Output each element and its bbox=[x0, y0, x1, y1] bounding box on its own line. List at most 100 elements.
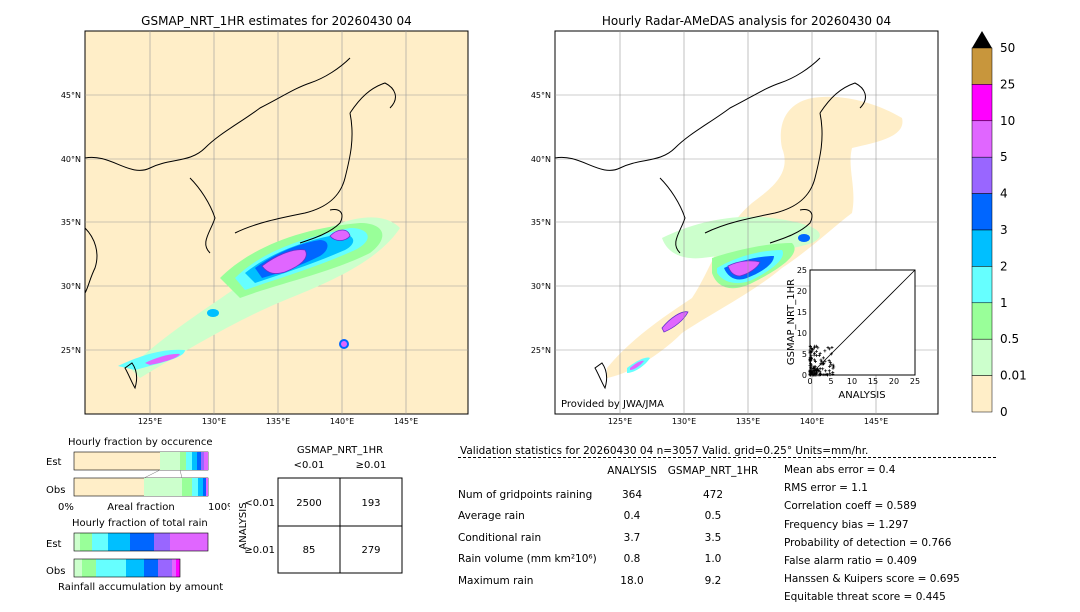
contingency-a: 2500 bbox=[296, 498, 321, 509]
scatter-point bbox=[810, 370, 814, 374]
right-map-title: Hourly Radar-AMeDAS analysis for 2026043… bbox=[601, 14, 892, 28]
total-rain-chart: Est Obs Rainfall accumulation by amount bbox=[46, 532, 223, 593]
scatter-point bbox=[808, 359, 812, 363]
colorbar-label: 0.01 bbox=[1000, 369, 1027, 383]
left-lon-135: 135°E bbox=[266, 417, 290, 426]
colorbar-label: 1 bbox=[1000, 296, 1008, 310]
right-lon-145: 145°E bbox=[864, 417, 888, 426]
scatter-point bbox=[827, 347, 831, 351]
total-rain-footer: Rainfall accumulation by amount bbox=[58, 582, 223, 593]
table-row: Rain volume (mm km²10⁶) 0.8 1.0 bbox=[458, 553, 722, 566]
total-rain-title: Hourly fraction of total rain bbox=[72, 518, 208, 529]
left-map: 45°N 40°N 35°N 30°N 25°N 125°E 130°E 135… bbox=[61, 30, 469, 426]
scatter-xlabel: ANALYSIS bbox=[838, 390, 885, 401]
scatter-ytick: 25 bbox=[797, 266, 807, 275]
scatter-point bbox=[809, 353, 813, 357]
scatter-inset: 0 5 10 15 20 25 0 5 10 15 20 25 ANALYSIS GSMAP_NRT… bbox=[786, 266, 920, 401]
scatter-point bbox=[820, 360, 824, 364]
scatter-point bbox=[811, 347, 815, 351]
scatter-point bbox=[821, 367, 825, 371]
scatter-point bbox=[830, 346, 834, 350]
scatter-point bbox=[829, 363, 833, 367]
colorbar-label: 10 bbox=[1000, 114, 1015, 128]
colorbar-label: 4 bbox=[1000, 187, 1008, 201]
table-row: Maximum rain 18.0 9.2 bbox=[458, 574, 722, 587]
total-rain-obs-label: Obs bbox=[46, 566, 65, 577]
colorbar-box bbox=[971, 338, 993, 376]
score-mae: Mean abs error = 0.4 bbox=[784, 464, 896, 476]
scatter-ytick: 15 bbox=[797, 308, 807, 317]
scatter-point bbox=[824, 369, 828, 373]
colorbar-label: 3 bbox=[1000, 223, 1008, 237]
scatter-point bbox=[831, 371, 835, 375]
scatter-point bbox=[810, 349, 814, 353]
contingency-table: 2500 193 85 279 <0.01 ≥0.01 ANALYSIS bbox=[238, 477, 403, 574]
left-coastline bbox=[84, 57, 396, 390]
colorbar: 50 25 10 5 4 3 2 1 0.5 0.01 0 bbox=[971, 31, 1027, 419]
score-ets: Equitable threat score = 0.445 bbox=[784, 591, 946, 604]
scatter-point bbox=[817, 354, 821, 358]
left-lat-40: 40°N bbox=[61, 155, 81, 164]
scatter-point bbox=[809, 362, 813, 366]
scatter-point bbox=[819, 372, 823, 376]
colorbar-over-arrow bbox=[972, 31, 992, 48]
left-lon-130: 130°E bbox=[202, 417, 226, 426]
left-lon-145: 145°E bbox=[394, 417, 418, 426]
scatter-point bbox=[828, 360, 832, 364]
score-hk: Hanssen & Kuipers score = 0.695 bbox=[784, 573, 960, 586]
scatter-ytick: 10 bbox=[797, 329, 807, 338]
right-lon-140: 140°E bbox=[800, 417, 824, 426]
scatter-point bbox=[814, 371, 818, 375]
scatter-point bbox=[819, 358, 823, 362]
scatter-point bbox=[808, 344, 812, 348]
scatter-point bbox=[816, 369, 820, 373]
right-lon-125: 125°E bbox=[608, 417, 632, 426]
scatter-point bbox=[813, 359, 817, 363]
score-pod: Probability of detection = 0.766 bbox=[784, 536, 952, 549]
scatter-xtick: 20 bbox=[889, 377, 899, 386]
left-rain-field bbox=[118, 217, 400, 378]
scatter-ytick: 20 bbox=[797, 287, 807, 296]
score-far: False alarm ratio = 0.409 bbox=[784, 555, 917, 568]
col-gsmap: GSMAP_NRT_1HR bbox=[667, 465, 759, 477]
left-lat-30: 30°N bbox=[61, 282, 81, 291]
scatter-ytick: 5 bbox=[802, 350, 807, 359]
colorbar-label: 5 bbox=[1000, 150, 1008, 164]
colorbar-box bbox=[971, 47, 993, 85]
contingency-d: 279 bbox=[361, 545, 380, 556]
scatter-points bbox=[808, 344, 836, 377]
colorbar-label: 2 bbox=[1000, 259, 1008, 273]
contingency-col-ge: ≥0.01 bbox=[355, 460, 387, 471]
colorbar-box bbox=[971, 156, 993, 194]
left-lon-140: 140°E bbox=[330, 417, 354, 426]
right-rain-field bbox=[627, 216, 820, 373]
scatter-point bbox=[812, 351, 816, 355]
validation-table: Num of gridpoints raining 364 472 Average … bbox=[458, 484, 762, 592]
scatter-point bbox=[818, 367, 822, 371]
scatter-point bbox=[814, 353, 818, 357]
left-lon-125: 125°E bbox=[138, 417, 162, 426]
scatter-point bbox=[816, 346, 820, 350]
scatter-point bbox=[827, 359, 831, 363]
colorbar-label: 50 bbox=[1000, 41, 1015, 55]
scatter-point bbox=[814, 349, 818, 353]
scatter-point bbox=[814, 368, 818, 372]
scatter-point bbox=[812, 358, 816, 362]
scatter-xtick: 25 bbox=[910, 377, 920, 386]
score-rmse: RMS error = 1.1 bbox=[784, 482, 868, 495]
scatter-point bbox=[822, 361, 826, 365]
occurrence-title: Hourly fraction by occurence bbox=[68, 437, 213, 448]
scores-list: Mean abs error = 0.4 RMS error = 1.1 Cor… bbox=[784, 461, 960, 607]
scatter-point bbox=[831, 366, 835, 370]
scatter-point bbox=[827, 369, 831, 373]
colorbar-box bbox=[971, 302, 993, 340]
right-coastline bbox=[554, 57, 866, 390]
occurrence-obs-label: Obs bbox=[46, 485, 65, 496]
scatter-xtick: 5 bbox=[828, 377, 833, 386]
right-lat-45: 45°N bbox=[531, 91, 551, 100]
scatter-point bbox=[821, 356, 825, 360]
right-lat-35: 35°N bbox=[531, 218, 551, 227]
right-lat-30: 30°N bbox=[531, 282, 551, 291]
total-rain-est-label: Est bbox=[46, 539, 62, 550]
scatter-point bbox=[809, 346, 813, 350]
